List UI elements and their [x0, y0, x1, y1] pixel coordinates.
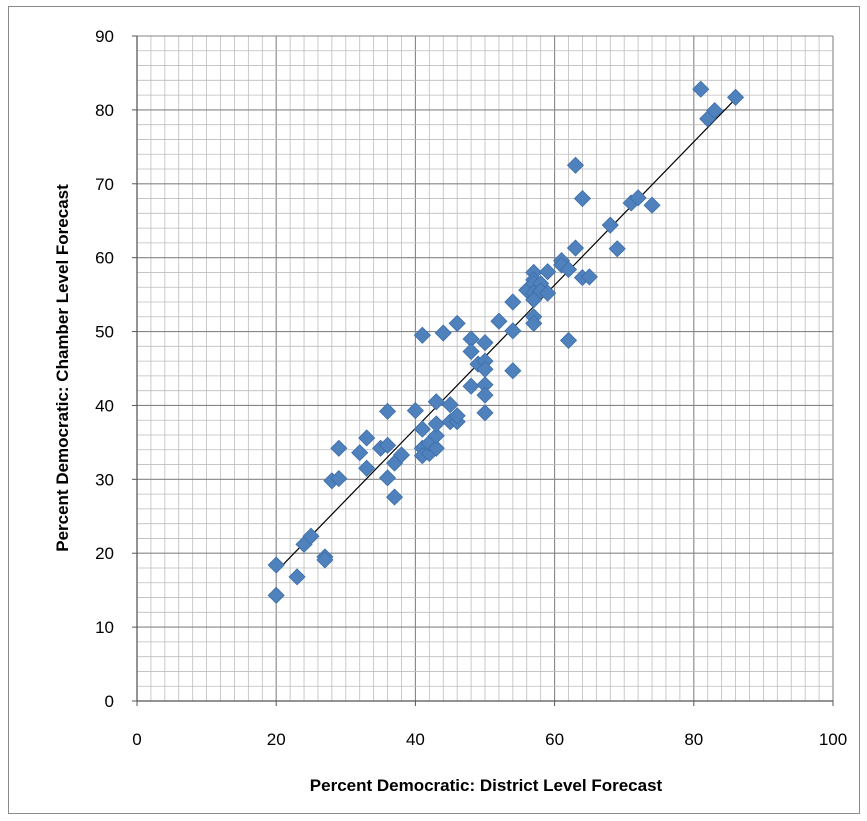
- y-tick-label: 60: [95, 249, 114, 268]
- data-point: [539, 284, 557, 302]
- y-tick-label: 90: [95, 27, 114, 46]
- y-tick-label: 50: [95, 323, 114, 342]
- data-point: [504, 362, 522, 380]
- x-tick-label: 100: [819, 730, 847, 749]
- data-point: [351, 444, 369, 462]
- data-point: [476, 404, 494, 422]
- data-point: [692, 80, 710, 98]
- y-tick-label: 80: [95, 101, 114, 120]
- data-point: [504, 293, 522, 311]
- data-point: [392, 446, 411, 464]
- data-point: [288, 568, 306, 586]
- data-point: [573, 189, 592, 208]
- data-point: [302, 527, 320, 545]
- data-point: [385, 488, 404, 506]
- data-point: [448, 314, 466, 332]
- data-point: [358, 429, 376, 447]
- data-point: [330, 470, 348, 488]
- y-tick-label: 40: [95, 396, 114, 415]
- y-tick-label: 20: [95, 544, 114, 563]
- data-point: [427, 415, 445, 433]
- data-point: [427, 427, 445, 445]
- chart-axes: [132, 35, 834, 706]
- tick-labels: 0 20 40 60 80 100 0 10 20 30 40 50 60 70 80 90: [95, 27, 847, 749]
- y-tick-label: 10: [95, 618, 114, 637]
- data-point: [448, 407, 466, 425]
- x-axis-title: Percent Democratic: District Level Forec…: [310, 776, 663, 795]
- data-point: [378, 436, 397, 454]
- data-point: [378, 402, 397, 420]
- data-point: [608, 240, 626, 258]
- data-point: [330, 439, 348, 457]
- data-point: [525, 314, 543, 332]
- data-point: [378, 469, 397, 487]
- data-point: [267, 556, 285, 574]
- x-tick-label: 80: [684, 730, 703, 749]
- x-tick-label: 0: [132, 730, 141, 749]
- data-point: [462, 342, 480, 361]
- data-point: [358, 459, 376, 477]
- data-point: [566, 156, 585, 174]
- data-point: [476, 386, 494, 404]
- data-point: [462, 377, 480, 395]
- data-points: [267, 80, 745, 604]
- y-tick-label: 30: [95, 470, 114, 489]
- data-point: [476, 334, 494, 352]
- x-tick-label: 60: [545, 730, 564, 749]
- data-point: [413, 420, 431, 438]
- data-point: [601, 216, 619, 234]
- y-tick-label: 70: [95, 175, 114, 194]
- data-point: [706, 102, 724, 120]
- data-point: [539, 263, 557, 281]
- data-point: [267, 586, 285, 604]
- data-point: [441, 396, 459, 414]
- y-axis-title: Percent Democratic: Chamber Level Foreca…: [53, 184, 72, 552]
- data-point: [559, 331, 578, 349]
- data-point: [316, 551, 334, 569]
- trendline: [275, 98, 736, 573]
- trendline-group: [275, 98, 736, 573]
- data-point: [413, 326, 431, 344]
- data-point: [490, 312, 508, 330]
- data-point: [566, 239, 585, 257]
- data-point: [434, 324, 452, 342]
- data-point: [629, 189, 647, 207]
- data-point: [726, 88, 745, 106]
- data-point: [427, 393, 445, 411]
- y-tick-label: 0: [105, 692, 114, 711]
- x-tick-label: 40: [406, 730, 425, 749]
- data-point: [643, 196, 661, 214]
- data-point: [580, 268, 598, 286]
- data-point: [406, 402, 424, 420]
- data-point: [504, 322, 522, 340]
- data-point: [559, 260, 578, 279]
- x-tick-label: 20: [267, 730, 286, 749]
- data-point: [427, 439, 445, 457]
